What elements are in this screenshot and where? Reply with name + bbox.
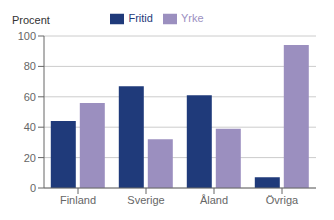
svg-text:Sverige: Sverige bbox=[127, 194, 164, 206]
svg-text:0: 0 bbox=[30, 182, 36, 194]
html-text:Procent: Procent bbox=[12, 14, 50, 26]
svg-text:Övriga: Övriga bbox=[266, 194, 299, 206]
svg-text:80: 80 bbox=[24, 60, 36, 72]
html-text:Fritid: Fritid bbox=[128, 12, 153, 24]
svg-text:100: 100 bbox=[18, 30, 36, 42]
svg-text:20: 20 bbox=[24, 152, 36, 164]
svg-text:60: 60 bbox=[24, 91, 36, 103]
html-text:Yrke: Yrke bbox=[180, 12, 204, 24]
svg-text:Åland: Åland bbox=[200, 194, 228, 206]
svg-text:40: 40 bbox=[24, 121, 36, 133]
svg-text:Finland: Finland bbox=[60, 194, 96, 206]
